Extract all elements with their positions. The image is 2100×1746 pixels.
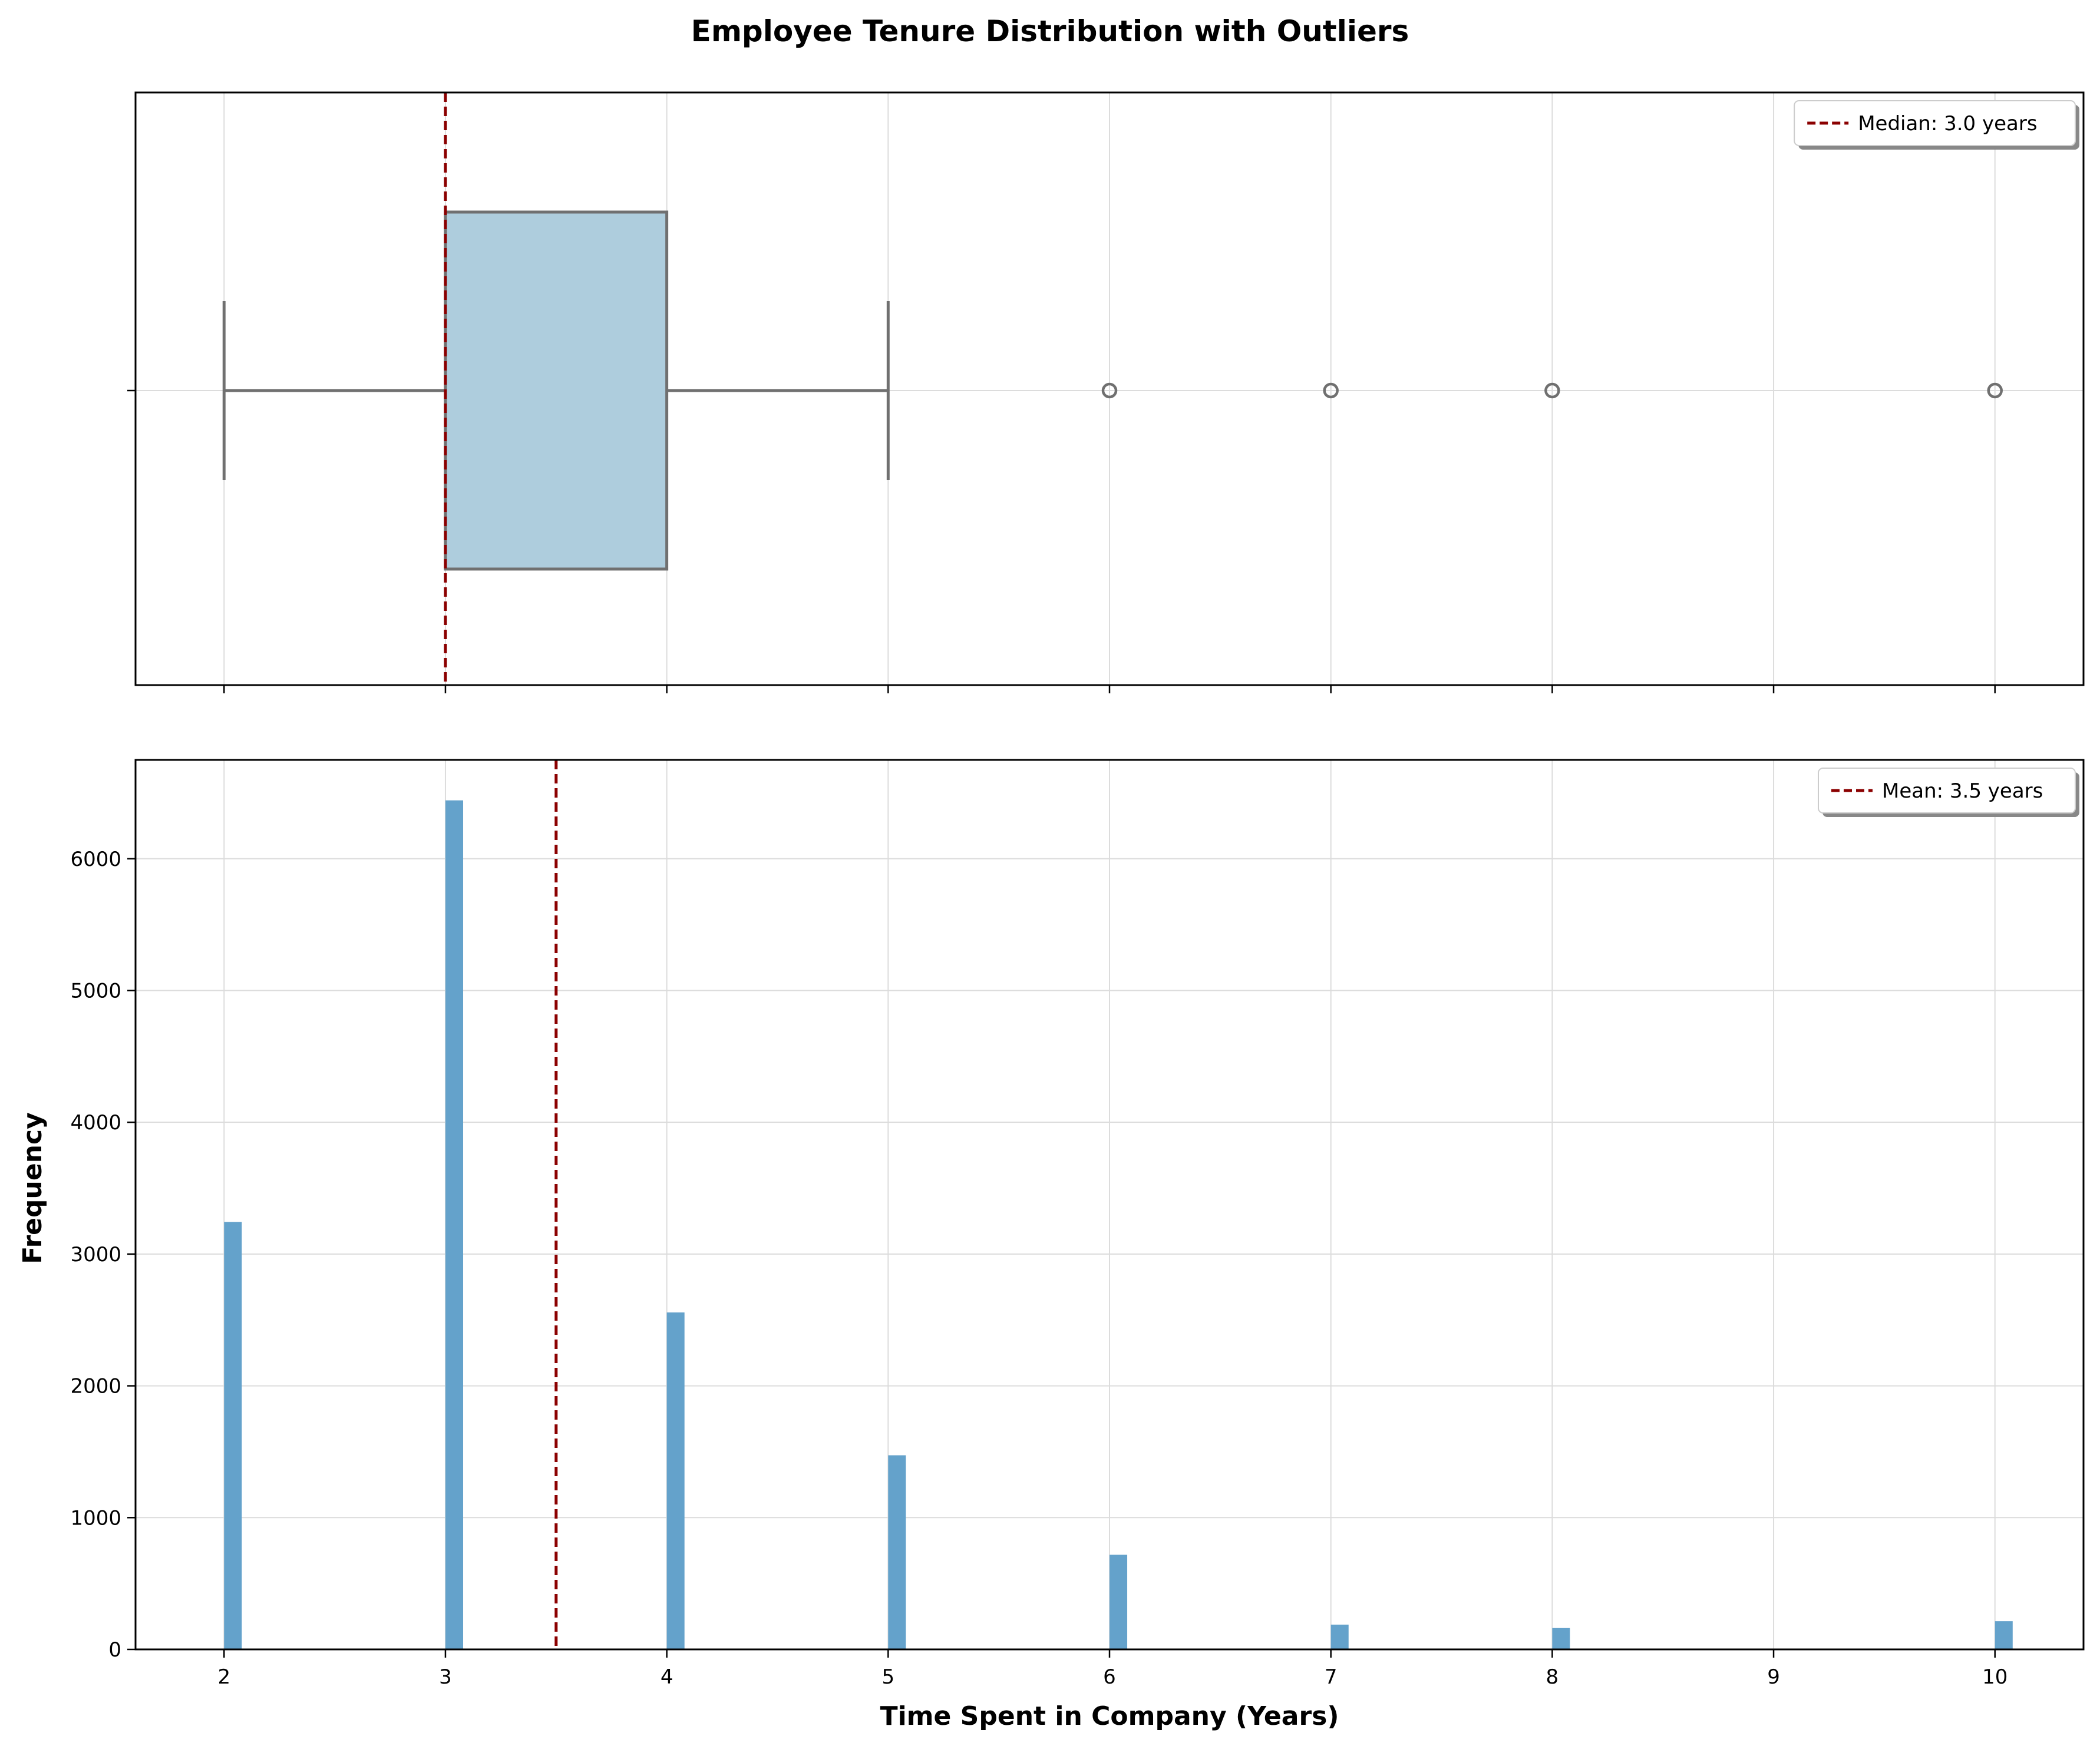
histogram-bar bbox=[666, 1312, 685, 1649]
y-tick-label: 1000 bbox=[70, 1506, 121, 1530]
plot-frame bbox=[134, 91, 2085, 686]
y-tick-label: 5000 bbox=[70, 979, 121, 1003]
median-legend-box bbox=[1794, 100, 2076, 146]
y-tick-label: 2000 bbox=[70, 1375, 121, 1398]
x-tick-label: 5 bbox=[881, 1665, 894, 1689]
plot-frame bbox=[134, 759, 2085, 1651]
y-tick-label: 3000 bbox=[70, 1243, 121, 1266]
outlier-point bbox=[1987, 382, 2003, 399]
x-tick-label: 4 bbox=[661, 1665, 673, 1689]
median-legend-label: Median: 3.0 years bbox=[1858, 112, 2037, 135]
histogram-bar bbox=[224, 1222, 242, 1649]
boxplot-panel: Median: 3.0 years bbox=[127, 91, 2085, 693]
chart-title: Employee Tenure Distribution with Outlie… bbox=[691, 14, 1409, 48]
x-tick-label: 2 bbox=[217, 1665, 230, 1689]
histogram-bar bbox=[445, 800, 464, 1649]
iqr-box bbox=[444, 210, 669, 571]
outlier-point bbox=[1323, 382, 1339, 399]
x-axis-label: Time Spent in Company (Years) bbox=[880, 1701, 1339, 1731]
histogram-bar bbox=[1330, 1624, 1349, 1649]
mean-legend-label: Mean: 3.5 years bbox=[1882, 779, 2043, 803]
mean-legend-box bbox=[1818, 768, 2076, 814]
histogram-panel: 2 3 4 5 6 7 8 9 10 0 1000 2000 3000 4000 5000 6000 Mean:… bbox=[70, 759, 2085, 1689]
outlier-point bbox=[1101, 382, 1118, 399]
histogram-bar bbox=[1995, 1621, 2013, 1649]
x-tick-label: 7 bbox=[1325, 1665, 1338, 1689]
histogram-bar bbox=[888, 1455, 906, 1649]
histogram-bar bbox=[1110, 1555, 1128, 1649]
y-tick-label: 6000 bbox=[70, 848, 121, 871]
x-tick-label: 8 bbox=[1546, 1665, 1559, 1689]
outlier-point bbox=[1544, 382, 1560, 399]
x-tick-label: 6 bbox=[1103, 1665, 1116, 1689]
x-tick-label: 9 bbox=[1767, 1665, 1780, 1689]
x-tick-label: 3 bbox=[439, 1665, 452, 1689]
y-axis-label: Frequency bbox=[18, 1112, 48, 1264]
y-tick-label: 4000 bbox=[70, 1111, 121, 1135]
x-tick-label: 10 bbox=[1982, 1665, 2007, 1689]
histogram-bar bbox=[1552, 1628, 1570, 1649]
y-tick-label: 0 bbox=[108, 1638, 121, 1662]
